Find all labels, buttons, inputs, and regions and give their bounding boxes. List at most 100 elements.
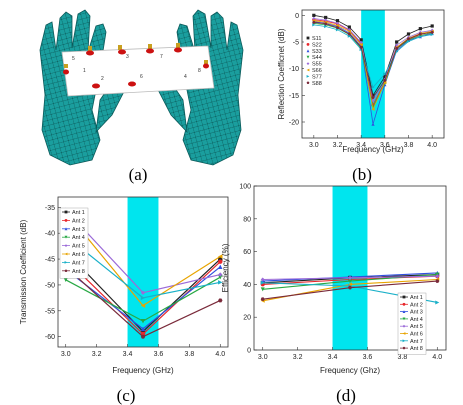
x-tick-label: 4.0: [215, 351, 225, 358]
y-tick-label: -55: [45, 308, 55, 315]
board-connectors: [64, 43, 208, 68]
data-point: [140, 295, 146, 301]
port-label: 4: [184, 74, 187, 80]
x-tick-label: 4.0: [432, 354, 442, 361]
legend-box: [59, 207, 89, 279]
data-point: [218, 280, 223, 285]
data-point: [383, 75, 387, 79]
legend-entry: Ant 4: [410, 317, 423, 323]
data-point: [312, 23, 316, 27]
band-highlight: [332, 186, 368, 350]
y-tick-label: -5: [293, 40, 299, 47]
legend-box: [397, 292, 427, 355]
data-point: [371, 107, 375, 111]
legend-entry: S55: [312, 62, 322, 68]
data-point: [383, 72, 387, 76]
data-point: [260, 287, 265, 292]
legend-marker: [306, 49, 310, 53]
data-point: [430, 24, 434, 28]
data-point: [140, 326, 146, 332]
x-tick-label: 3.4: [328, 354, 338, 361]
legend-marker: [306, 55, 310, 59]
legend-marker: [306, 75, 310, 78]
y-tick-label: -20: [289, 120, 299, 127]
data-point: [371, 85, 375, 89]
legend-entry: Ant 8: [410, 346, 423, 352]
data-point: [324, 18, 328, 22]
legend-entry: Ant 1: [410, 295, 423, 301]
legend-marker: [402, 295, 406, 299]
data-point: [406, 37, 411, 41]
data-point: [218, 264, 223, 270]
legend-marker: [306, 62, 310, 65]
data-point: [218, 272, 223, 277]
legend-entry: S88: [312, 81, 322, 87]
y-tick-label: -10: [289, 66, 299, 73]
x-axis-label: Frequency (GHz): [112, 366, 174, 375]
y-axis-label: Transmission Coefficient (dB): [19, 219, 28, 324]
y-tick-label: 60: [243, 249, 251, 256]
data-point: [347, 29, 351, 33]
chart-d-efficiency: 3.0 3.2 3.4 3.6 3.8 4.0 0 20 40 60 80 100 Frequency …: [221, 184, 447, 375]
port-label: 3: [126, 54, 129, 60]
legend-marker: [64, 252, 68, 256]
port-label: 6: [140, 74, 143, 80]
y-tick-label: -45: [45, 257, 55, 264]
legend-marker: [64, 227, 68, 231]
plot-frame: [57, 196, 229, 348]
port-labels: 1 2 3 4 5 6 7 8: [72, 54, 201, 82]
legend-entry: S11: [312, 36, 321, 42]
legend-box: [304, 34, 326, 89]
legend-marker: [402, 339, 406, 343]
port-label: 1: [83, 68, 86, 74]
legend-marker: [64, 244, 68, 247]
legend-marker: [64, 210, 68, 214]
y-tick-label: -35: [45, 205, 55, 212]
legend-entry: Ant 8: [72, 269, 85, 275]
y-tick-label: -60: [45, 334, 55, 341]
data-point: [324, 24, 328, 29]
data-point: [140, 290, 146, 295]
antenna-board: [61, 45, 215, 97]
data-point: [312, 16, 316, 21]
panel-a-hands-model: 1 2 3 4 5 6 7 8: [39, 9, 244, 166]
legend-marker: [64, 261, 68, 264]
y-tick-label: -15: [289, 93, 299, 100]
data-point: [312, 20, 316, 24]
legend-marker: [402, 346, 406, 350]
y-tick-label: 100: [239, 184, 251, 191]
legend-marker: [402, 302, 406, 306]
data-point: [371, 99, 375, 103]
port-label: 2: [101, 76, 104, 82]
data-point: [260, 280, 265, 285]
x-tick-label: 3.2: [92, 351, 102, 358]
y-tick-label: 0: [247, 348, 251, 355]
data-point: [359, 43, 363, 47]
legend-entry: Ant 4: [72, 235, 85, 241]
legend-marker: [306, 36, 310, 40]
data-point: [347, 32, 351, 36]
data-point: [260, 297, 265, 301]
data-point: [140, 303, 146, 308]
x-tick-label: 3.8: [184, 351, 194, 358]
y-tick-label: 20: [243, 315, 251, 322]
data-point: [335, 21, 340, 25]
y-axis-label: Reflection Coefficnet (dB): [277, 28, 286, 119]
data-point: [359, 47, 363, 52]
x-tick-label: 4.0: [427, 142, 437, 149]
data-point: [324, 22, 328, 26]
data-point: [435, 279, 440, 283]
data-point: [63, 277, 68, 282]
x-tick-label: 3.6: [154, 351, 164, 358]
legend-entry: Ant 3: [72, 227, 85, 233]
legend-marker: [402, 317, 406, 321]
chart-b-reflection-coefficient: 3.0 3.2 3.4 3.6 3.8 4.0 0 -5 -10 -15 -20 Frequency …: [277, 9, 445, 154]
x-tick-label: 3.4: [123, 351, 133, 358]
data-point: [406, 39, 411, 44]
legend-entry: S66: [312, 68, 322, 74]
legend-entry: S44: [312, 55, 322, 61]
data-point: [218, 254, 223, 259]
x-tick-label: 3.0: [258, 354, 268, 361]
